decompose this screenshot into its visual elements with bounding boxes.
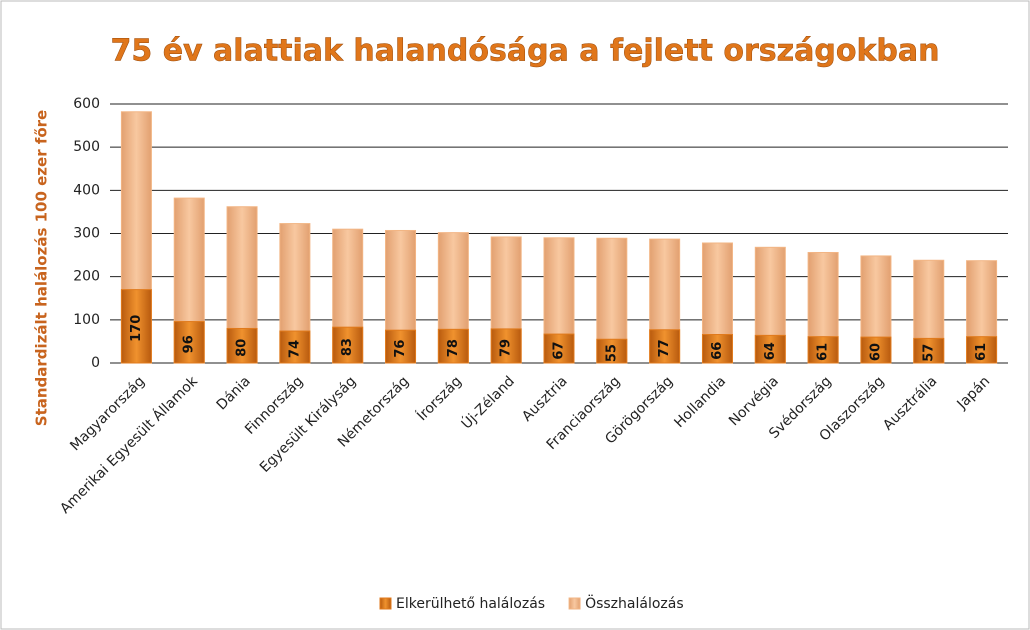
bar	[701, 334, 733, 364]
data-label: 77	[657, 339, 672, 357]
y-tick-label: 0	[91, 355, 100, 371]
bar	[437, 328, 469, 364]
data-label: 80	[235, 339, 250, 357]
y-tick-label: 300	[73, 226, 100, 242]
bar	[649, 329, 681, 364]
y-axis-label: Standardizált halálozás 100 ezer főre	[33, 110, 51, 426]
bar	[279, 330, 311, 364]
y-tick-label: 100	[73, 312, 100, 328]
y-tick-label: 200	[73, 269, 100, 285]
y-tick-label: 400	[73, 182, 100, 198]
legend-label: Összhalálozás	[585, 594, 684, 612]
bar	[226, 327, 258, 364]
data-label: 57	[921, 344, 936, 362]
data-label: 79	[499, 339, 514, 357]
bar	[966, 336, 998, 364]
data-label: 66	[710, 342, 725, 360]
data-label: 61	[816, 343, 831, 361]
data-label: 60	[868, 343, 883, 361]
bar	[332, 326, 364, 364]
bar	[173, 321, 205, 364]
y-tick-label: 500	[73, 139, 100, 155]
bar	[596, 338, 628, 364]
legend-swatch	[379, 597, 392, 610]
data-label: 83	[340, 338, 355, 356]
legend-label: Elkerülhető halálozás	[396, 596, 545, 612]
legend-swatch	[568, 597, 581, 610]
data-label: 170	[129, 315, 144, 342]
data-label: 55	[604, 344, 619, 362]
data-label: 74	[287, 340, 302, 358]
bar	[543, 333, 575, 364]
bar	[490, 328, 522, 364]
bar	[120, 289, 152, 364]
data-label: 64	[763, 342, 778, 360]
bar	[913, 337, 945, 364]
y-tick-label: 600	[73, 96, 100, 112]
data-label: 61	[974, 343, 989, 361]
data-label: 78	[446, 339, 461, 357]
bar	[807, 336, 839, 364]
data-label: 67	[552, 341, 567, 359]
chart-title: 75 év alattiak halandósága a fejlett ors…	[111, 34, 940, 69]
bar	[754, 334, 786, 364]
data-label: 96	[182, 335, 197, 353]
data-label: 76	[393, 340, 408, 358]
bar	[860, 336, 892, 364]
bar	[385, 329, 417, 364]
